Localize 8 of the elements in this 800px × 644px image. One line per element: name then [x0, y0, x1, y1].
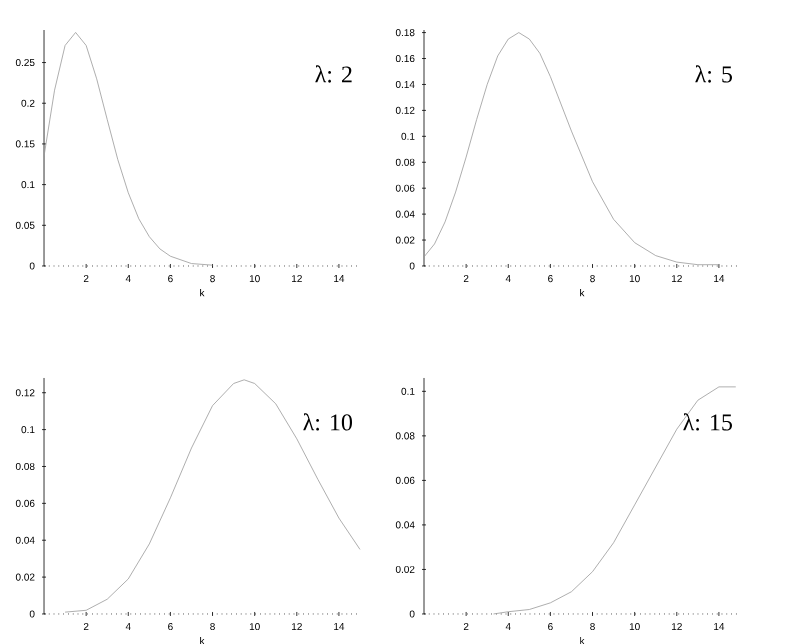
annotation: λ: 10 [303, 413, 353, 431]
line-series [43, 32, 213, 266]
line-series [423, 32, 720, 266]
annotation: λ: 5 [695, 65, 732, 83]
annotation: λ: 2 [315, 65, 352, 83]
line-series [493, 386, 737, 615]
annotation: λ: 15 [683, 413, 732, 431]
line-series [64, 379, 361, 613]
